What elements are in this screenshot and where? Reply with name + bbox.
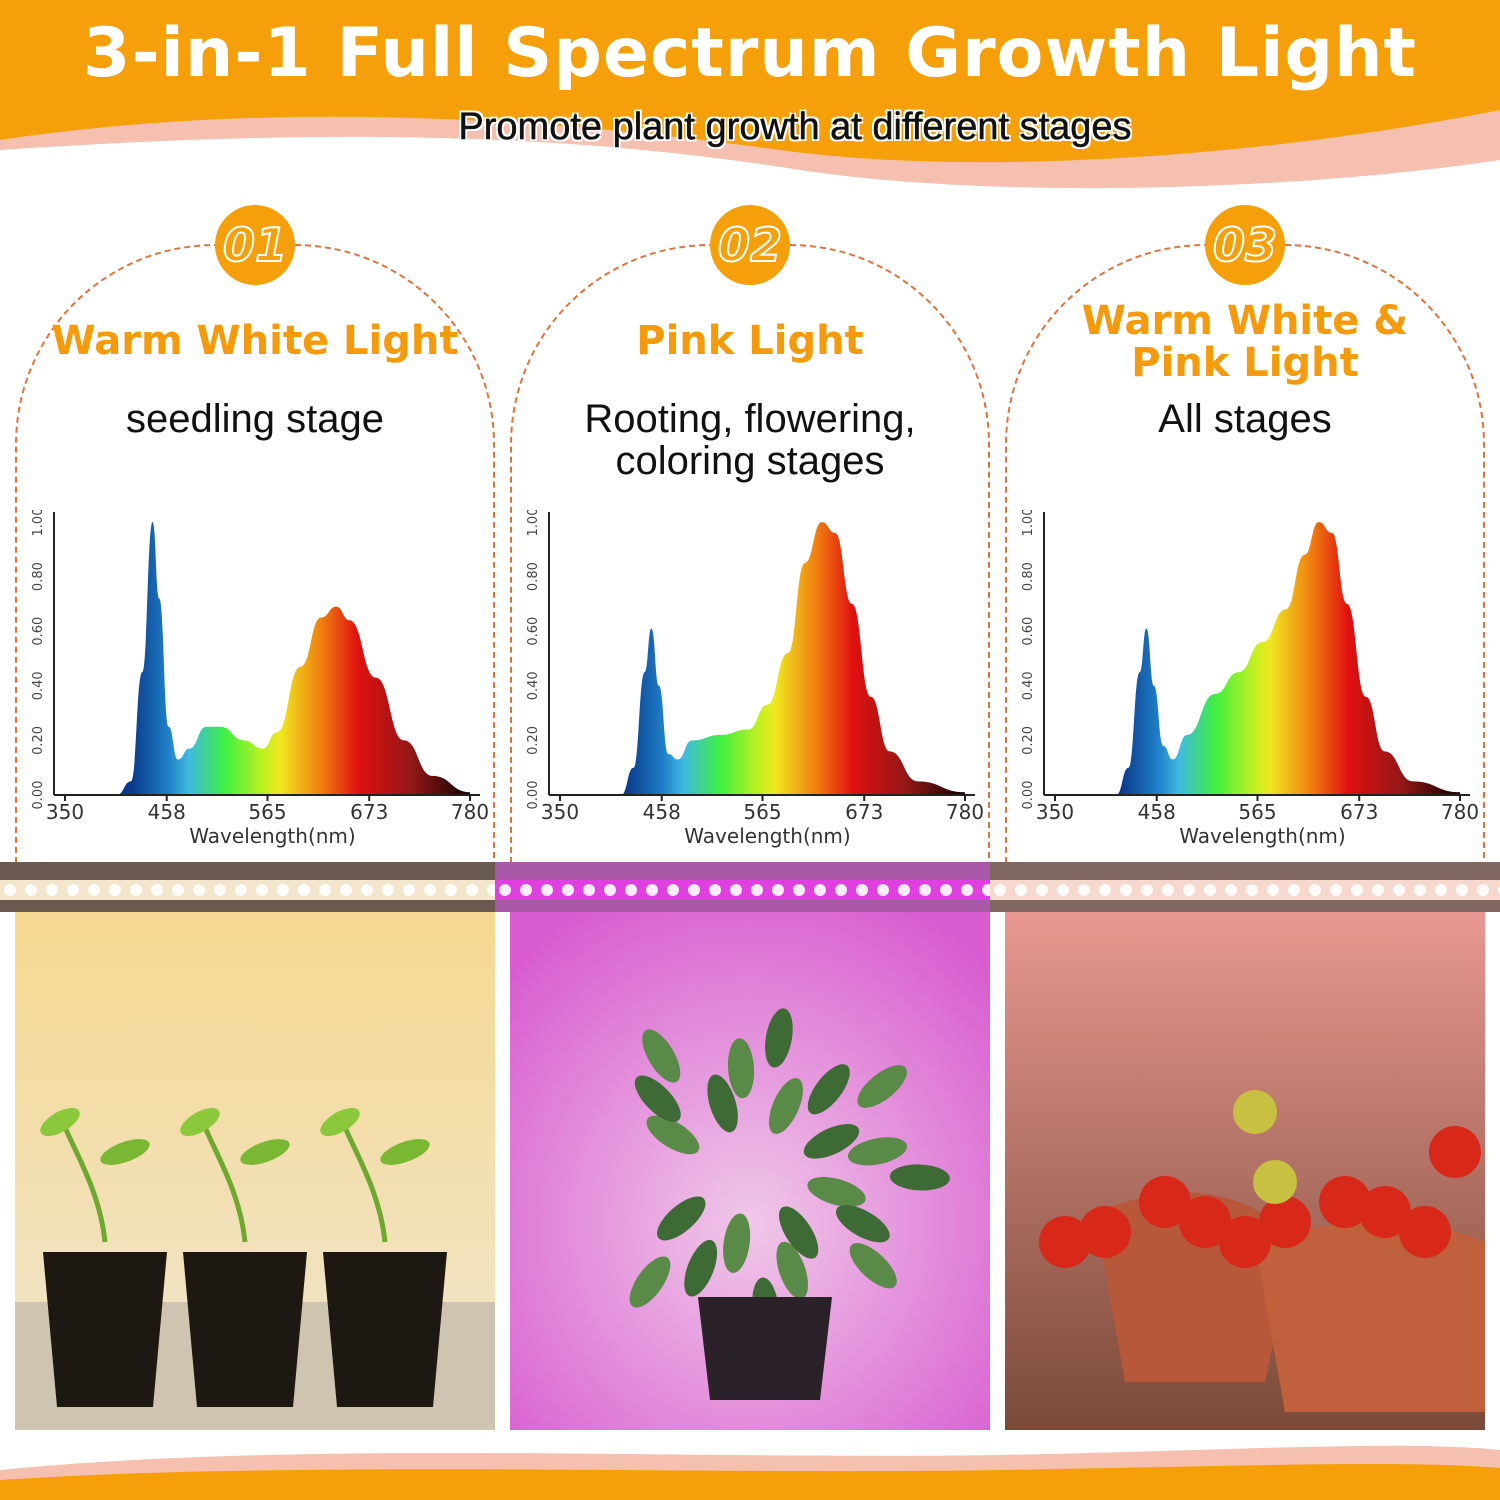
spectrum-area: [1116, 522, 1460, 795]
plant-photo: [1005, 912, 1485, 1430]
x-tick-label: 780: [451, 800, 489, 824]
y-tick-label: 0.60: [1021, 617, 1036, 646]
spectrum-area: [621, 522, 965, 795]
x-tick-label: 565: [743, 800, 781, 824]
x-tick-label: 565: [1238, 800, 1276, 824]
x-axis-label: Wavelength(nm): [189, 824, 355, 848]
stage-number-badge: 03: [1205, 205, 1285, 285]
plant-photo: [15, 912, 495, 1430]
stage-title: Warm White Light: [15, 320, 495, 362]
stage-title: Pink Light: [510, 320, 990, 362]
y-tick-label: 0.20: [526, 726, 541, 755]
stage-panel-02: 02 Pink Light Rooting, flowering, colorin…: [495, 200, 1005, 1430]
x-tick-label: 565: [248, 800, 286, 824]
stage-description: Rooting, flowering, coloring stages: [510, 398, 990, 482]
y-tick-label: 0.00: [31, 781, 46, 810]
y-tick-label: 0.00: [1021, 781, 1036, 810]
y-tick-label: 0.80: [526, 562, 541, 591]
stage-title: Warm White & Pink Light: [1005, 300, 1485, 384]
stage-description-line: All stages: [1158, 397, 1332, 441]
x-tick-label: 350: [46, 800, 84, 824]
page-title: 3-in-1 Full Spectrum Growth Light: [83, 14, 1417, 93]
stage-number-badge: 02: [710, 205, 790, 285]
y-tick-label: 1.00: [526, 510, 541, 536]
x-tick-label: 673: [350, 800, 388, 824]
x-tick-label: 458: [643, 800, 681, 824]
led-light-strip: [0, 862, 510, 912]
x-tick-label: 458: [1138, 800, 1176, 824]
y-tick-label: 0.60: [31, 617, 46, 646]
x-axis-label: Wavelength(nm): [1179, 824, 1345, 848]
stage-number-badge: 01: [215, 205, 295, 285]
y-tick-label: 0.40: [526, 671, 541, 700]
spectrum-area: [116, 522, 471, 795]
x-tick-label: 350: [1036, 800, 1074, 824]
x-tick-label: 673: [1340, 800, 1378, 824]
y-tick-label: 0.40: [31, 671, 46, 700]
y-tick-label: 0.40: [1021, 671, 1036, 700]
x-axis-label: Wavelength(nm): [684, 824, 850, 848]
spectrum-chart: 350 458 565 673 780 0.00 0.20 0.40 0.60 0.80 1.00 W…: [31, 510, 489, 848]
x-tick-label: 350: [541, 800, 579, 824]
y-tick-label: 0.00: [526, 781, 541, 810]
stage-description: seedling stage: [15, 398, 495, 440]
stage-title-line: Warm White &: [1081, 298, 1409, 344]
stage-title-line: Warm White Light: [51, 318, 459, 364]
stage-description-line: coloring stages: [615, 439, 885, 483]
page-subtitle: Promote plant growth at different stages: [458, 106, 1132, 149]
x-tick-label: 780: [946, 800, 984, 824]
y-tick-label: 0.80: [1021, 562, 1036, 591]
x-tick-label: 673: [845, 800, 883, 824]
stage-title-line: Pink Light: [636, 318, 864, 364]
stage-description: All stages: [1005, 398, 1485, 440]
spectrum-chart: 350 458 565 673 780 0.00 0.20 0.40 0.60 0.80 1.00 W…: [526, 510, 984, 848]
y-tick-label: 1.00: [31, 510, 46, 536]
plant-photo: [510, 912, 990, 1430]
led-light-strip: [495, 862, 1005, 912]
stage-description-line: Rooting, flowering,: [584, 397, 916, 441]
y-tick-label: 0.20: [1021, 726, 1036, 755]
y-tick-label: 1.00: [1021, 510, 1036, 536]
spectrum-chart: 350 458 565 673 780 0.00 0.20 0.40 0.60 0.80 1.00 W…: [1021, 510, 1479, 848]
y-tick-label: 0.80: [31, 562, 46, 591]
led-light-strip: [990, 862, 1500, 912]
x-tick-label: 780: [1441, 800, 1479, 824]
y-tick-label: 0.60: [526, 617, 541, 646]
y-tick-label: 0.20: [31, 726, 46, 755]
stage-title-line: Pink Light: [1131, 340, 1359, 386]
stage-panel-01: 01 Warm White Light seedling stage 350 45…: [0, 200, 510, 1430]
stage-description-line: seedling stage: [126, 397, 384, 441]
stage-panel-03: 03 Warm White & Pink Light All stages 350…: [990, 200, 1500, 1430]
x-tick-label: 458: [148, 800, 186, 824]
